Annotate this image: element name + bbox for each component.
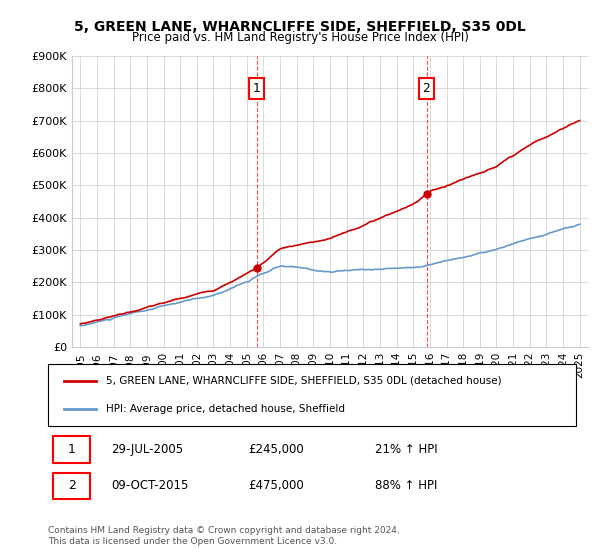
Text: HPI: Average price, detached house, Sheffield: HPI: Average price, detached house, Shef… [106,404,345,414]
FancyBboxPatch shape [53,473,90,499]
Text: 5, GREEN LANE, WHARNCLIFFE SIDE, SHEFFIELD, S35 0DL: 5, GREEN LANE, WHARNCLIFFE SIDE, SHEFFIE… [74,20,526,34]
Text: 1: 1 [253,82,260,95]
Text: £245,000: £245,000 [248,443,304,456]
Text: £475,000: £475,000 [248,479,304,492]
Text: 1: 1 [68,443,76,456]
Text: 88% ↑ HPI: 88% ↑ HPI [376,479,438,492]
FancyBboxPatch shape [48,364,576,426]
Text: Contains HM Land Registry data © Crown copyright and database right 2024.
This d: Contains HM Land Registry data © Crown c… [48,526,400,546]
Text: 2: 2 [68,479,76,492]
Text: 5, GREEN LANE, WHARNCLIFFE SIDE, SHEFFIELD, S35 0DL (detached house): 5, GREEN LANE, WHARNCLIFFE SIDE, SHEFFIE… [106,376,502,386]
Text: 2: 2 [422,82,430,95]
Text: 09-OCT-2015: 09-OCT-2015 [112,479,189,492]
Text: Price paid vs. HM Land Registry's House Price Index (HPI): Price paid vs. HM Land Registry's House … [131,31,469,44]
Text: 29-JUL-2005: 29-JUL-2005 [112,443,184,456]
Text: 21% ↑ HPI: 21% ↑ HPI [376,443,438,456]
FancyBboxPatch shape [53,436,90,463]
